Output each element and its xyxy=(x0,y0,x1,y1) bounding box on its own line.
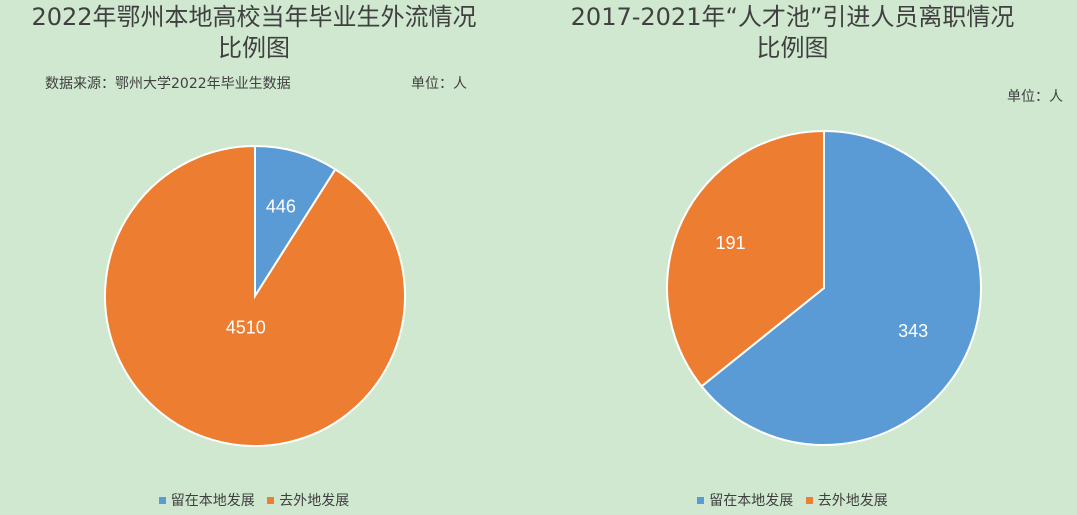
chart-right-legend: 留在本地发展 去外地发展 xyxy=(508,490,1077,510)
pie-data-label-leave: 4510 xyxy=(226,318,266,338)
chart-left-source: 数据来源：鄂州大学2022年毕业生数据 xyxy=(45,76,291,92)
chart-left-unit: 单位：人 xyxy=(411,76,467,92)
chart-left-title-line2: 比例图 xyxy=(218,34,290,62)
legend-swatch-leave xyxy=(805,496,813,504)
legend-label-stay: 留在本地发展 xyxy=(709,493,794,509)
chart-right-title-line1: 2017-2021年“人才池”引进人员离职情况 xyxy=(570,3,1015,31)
chart-right-title-line2: 比例图 xyxy=(756,34,829,62)
chart-right-pie: 343 191 xyxy=(666,129,982,446)
chart-right-unit: 单位：人 xyxy=(1007,89,1063,105)
legend-swatch-leave xyxy=(267,496,275,504)
pie-slice-leave xyxy=(104,144,406,447)
legend-label-leave: 去外地发展 xyxy=(279,493,350,509)
pie-slice-leave xyxy=(666,129,825,388)
legend-item-leave: 去外地发展 xyxy=(805,490,888,510)
pie-data-label-stay: 446 xyxy=(266,197,296,217)
legend-swatch-stay xyxy=(158,496,166,504)
legend-item-stay: 留在本地发展 xyxy=(158,490,255,510)
pie-slice-stay xyxy=(700,129,982,446)
legend-swatch-stay xyxy=(697,496,705,504)
legend-label-leave: 去外地发展 xyxy=(817,493,888,509)
chart-left-pie: 446 4510 xyxy=(104,144,406,447)
chart-left-title-line1: 2022年鄂州本地高校当年毕业生外流情况 xyxy=(31,3,477,31)
legend-item-leave: 去外地发展 xyxy=(267,490,349,510)
legend-label-stay: 留在本地发展 xyxy=(170,493,255,509)
pie-slice-stay xyxy=(254,144,337,300)
chart-left: 2022年鄂州本地高校当年毕业生外流情况 比例图 数据来源：鄂州大学2022年毕… xyxy=(0,0,508,515)
chart-left-title: 2022年鄂州本地高校当年毕业生外流情况 比例图 xyxy=(0,2,508,64)
chart-right-title: 2017-2021年“人才池”引进人员离职情况 比例图 xyxy=(508,2,1077,64)
chart-left-legend: 留在本地发展 去外地发展 xyxy=(0,490,508,510)
pie-data-label-stay: 343 xyxy=(898,321,928,341)
legend-item-stay: 留在本地发展 xyxy=(697,490,793,510)
pie-data-label-leave: 191 xyxy=(716,233,746,253)
chart-right: 2017-2021年“人才池”引进人员离职情况 比例图 单位：人 343 191 … xyxy=(508,0,1077,515)
